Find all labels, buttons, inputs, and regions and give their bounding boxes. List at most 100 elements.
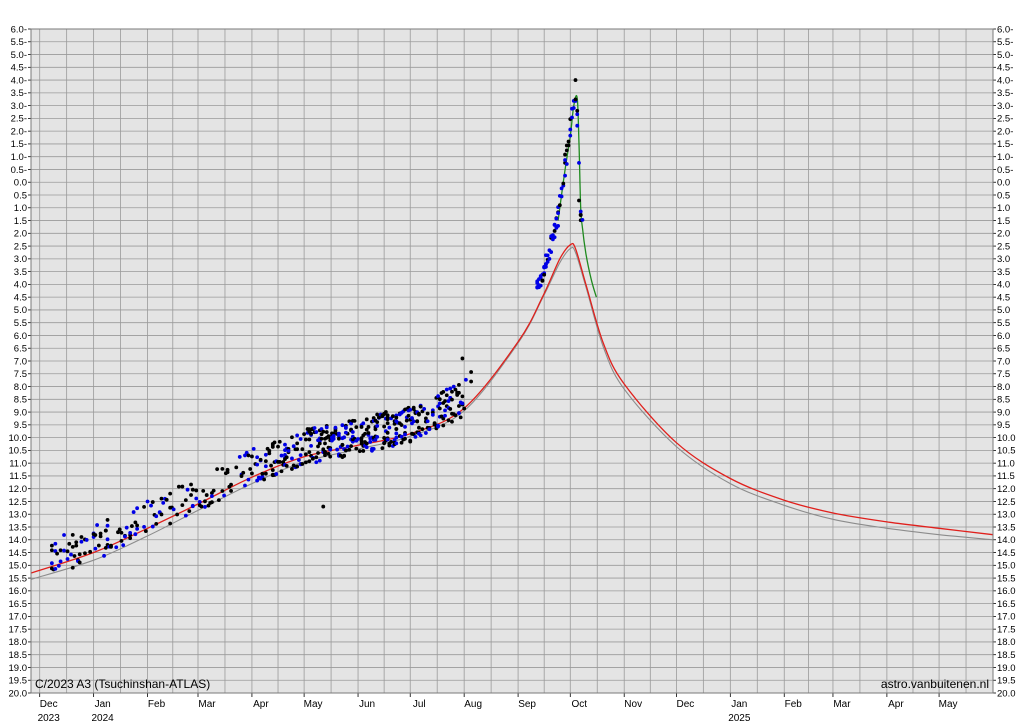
observation-point <box>364 417 369 422</box>
observation-point <box>317 458 322 463</box>
observation-point <box>62 548 66 553</box>
observation-point <box>552 229 557 233</box>
x-tick-label-year: 2025 <box>728 713 751 724</box>
observation-point <box>190 504 195 509</box>
observation-point <box>150 500 155 504</box>
observation-point <box>337 431 341 436</box>
observation-point <box>359 436 364 441</box>
observation-point <box>364 441 369 446</box>
observation-point <box>441 401 446 405</box>
observation-point <box>291 444 296 449</box>
observation-point <box>324 425 329 430</box>
observation-point <box>159 496 164 501</box>
y-tick-label-left: 15.0 <box>9 561 28 572</box>
observation-point <box>58 548 63 553</box>
observation-point <box>436 424 440 429</box>
observation-point <box>135 527 140 531</box>
observation-point <box>451 384 456 389</box>
observation-point <box>262 477 267 482</box>
observation-point <box>340 443 345 447</box>
y-tick-label-right: 12.5 <box>997 497 1016 508</box>
observation-point <box>441 423 446 428</box>
observation-point <box>469 370 474 374</box>
observation-point <box>260 474 265 479</box>
observation-point <box>303 460 308 465</box>
y-tick-label-right: 2.0 <box>997 229 1010 240</box>
x-tick-label-month: Oct <box>571 699 587 710</box>
observation-point <box>55 551 59 556</box>
observation-point <box>324 430 329 434</box>
x-tick-label-year: 2024 <box>92 713 115 724</box>
y-tick-label-right: 6.0 <box>997 331 1010 342</box>
observation-point <box>563 173 567 178</box>
observation-point <box>460 394 465 399</box>
observation-point <box>448 386 453 391</box>
y-tick-label-right: 17.0 <box>997 612 1016 623</box>
observation-point <box>460 356 465 361</box>
observation-point <box>168 521 173 526</box>
observation-point <box>338 453 343 458</box>
y-tick-label-left: 7.5 <box>14 369 27 380</box>
observation-point <box>124 525 129 530</box>
observation-point <box>284 455 289 460</box>
observation-point <box>183 513 188 518</box>
observation-point <box>103 528 108 533</box>
observation-point <box>255 455 260 460</box>
observation-point <box>255 478 260 483</box>
x-tick-label-month: Jul <box>413 699 426 710</box>
observation-point <box>380 446 385 451</box>
observation-point <box>559 186 564 191</box>
y-tick-label-left: 17.5 <box>9 624 28 635</box>
observation-point <box>263 464 268 469</box>
y-tick-label-right: 5.0 <box>997 305 1010 316</box>
observation-point <box>194 488 199 493</box>
observation-point <box>246 453 251 458</box>
observation-point <box>319 432 324 437</box>
observation-point <box>310 456 315 461</box>
observation-point <box>566 139 571 144</box>
observation-point <box>225 467 230 472</box>
observation-point <box>453 387 458 392</box>
x-tick-label-month: Jun <box>359 699 375 710</box>
observation-point <box>105 537 110 542</box>
observation-point <box>69 552 73 557</box>
observation-point <box>464 377 468 382</box>
observation-point <box>53 566 58 571</box>
y-tick-label-left: 9.0 <box>14 407 27 418</box>
observation-point <box>328 447 333 452</box>
observation-point <box>417 412 421 417</box>
observation-point <box>95 523 100 527</box>
observation-point <box>255 462 260 467</box>
observation-point <box>62 533 66 537</box>
observation-point <box>413 435 418 439</box>
y-tick-label-left: 2.0 <box>14 229 27 240</box>
observation-point <box>559 194 564 199</box>
observation-point <box>300 462 305 466</box>
observation-point <box>364 427 369 432</box>
observation-point <box>430 412 435 417</box>
observation-point <box>540 278 545 283</box>
x-tick-label-month: Mar <box>833 699 851 710</box>
y-tick-label-right: 16.5 <box>997 599 1016 610</box>
observation-point <box>250 454 254 459</box>
observation-point <box>312 426 317 430</box>
y-tick-label-left: 12.0 <box>9 484 28 495</box>
observation-point <box>298 453 303 458</box>
observation-point <box>340 423 345 428</box>
observation-point <box>545 253 550 258</box>
observation-point <box>121 543 126 548</box>
y-tick-label-left: 10.0 <box>9 433 28 444</box>
observation-point <box>284 463 289 468</box>
observation-point <box>575 112 580 117</box>
observation-point <box>411 405 416 410</box>
observation-point <box>220 489 225 493</box>
observation-point <box>123 534 127 539</box>
x-tick-label-month: Feb <box>148 699 166 710</box>
observation-point <box>361 421 366 426</box>
y-tick-label-left: 5.5 <box>14 318 27 329</box>
y-tick-label-right: 13.0 <box>997 510 1016 521</box>
observation-point <box>331 437 336 441</box>
observation-point <box>387 425 392 430</box>
observation-point <box>375 435 380 439</box>
